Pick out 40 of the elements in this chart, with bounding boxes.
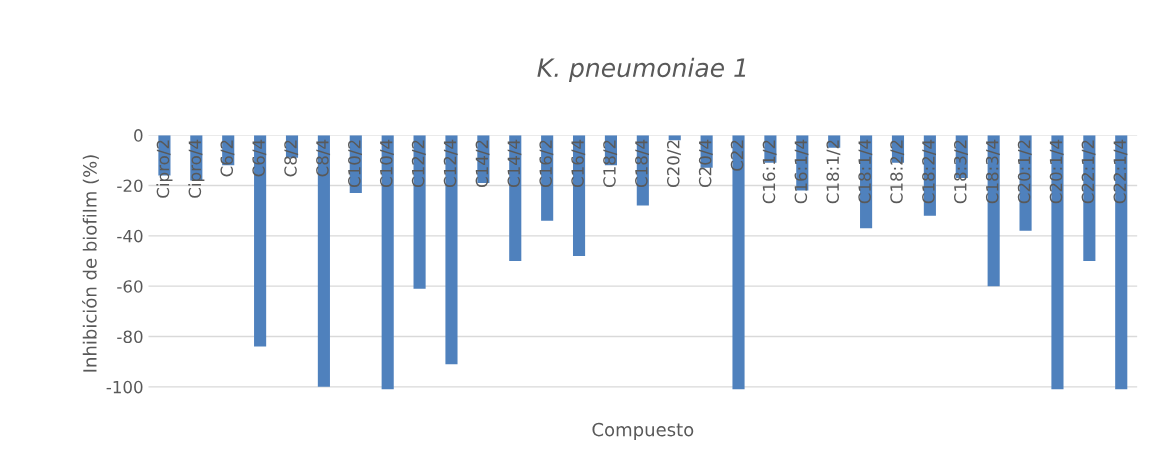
x-tick-label: C22 bbox=[730, 140, 744, 171]
x-tick-label: C18:3/4 bbox=[985, 139, 1000, 204]
x-tick-label: C18/2 bbox=[603, 140, 618, 188]
y-axis-title: Inhibición de biofilm (%) bbox=[82, 155, 99, 372]
x-tick-label: C10/4 bbox=[379, 139, 394, 188]
y-tick-label: -40 bbox=[117, 229, 143, 243]
x-tick-label: C14/2 bbox=[475, 140, 490, 188]
x-tick-label: C20:1/4 bbox=[1049, 139, 1064, 204]
x-tick-label: C6/2 bbox=[220, 140, 235, 177]
x-tick-label: C6/4 bbox=[252, 139, 267, 177]
x-tick-label: C20:1/2 bbox=[1017, 140, 1032, 204]
x-tick-label: C22:1/4 bbox=[1113, 139, 1128, 204]
x-tick-label: Cipro/2 bbox=[156, 140, 173, 198]
x-tick-label: C16/4 bbox=[571, 139, 586, 188]
x-tick-label: C14/4 bbox=[507, 139, 522, 188]
x-tick-label: C16:1/4 bbox=[794, 139, 809, 204]
x-tick-label: C18:3/2 bbox=[954, 140, 968, 204]
x-tick-label: C18:2/4 bbox=[922, 139, 937, 204]
y-tick-label: -100 bbox=[106, 380, 143, 394]
y-tick-label: -60 bbox=[117, 280, 143, 293]
x-tick-label: C20/4 bbox=[698, 139, 713, 188]
x-tick-label: C12/2 bbox=[411, 140, 426, 188]
x-tick-label: C22:1/2 bbox=[1081, 140, 1096, 204]
y-tick-label: 0 bbox=[134, 129, 143, 142]
y-tick-label: -20 bbox=[117, 179, 143, 193]
x-tick-label: C18:2/2 bbox=[890, 140, 905, 204]
y-tick-label: -80 bbox=[117, 330, 143, 344]
x-tick-label: C16:1/2 bbox=[762, 140, 777, 204]
x-axis-title: Compuesto bbox=[592, 422, 694, 440]
x-tick-label: C8/2 bbox=[284, 140, 299, 177]
x-tick-label: C18/4 bbox=[635, 139, 649, 188]
x-tick-label: C10/2 bbox=[348, 140, 362, 188]
x-tick-label: C16/2 bbox=[539, 140, 554, 188]
x-tick-label: C20/2 bbox=[666, 140, 681, 188]
x-tick-label: C8/4 bbox=[316, 139, 331, 177]
chart-title: K. pneumoniae 1 bbox=[537, 57, 746, 83]
x-tick-label: Cipro/4 bbox=[188, 139, 205, 198]
x-tick-label: C12/4 bbox=[443, 139, 458, 188]
x-tick-label: C18:1/2 bbox=[826, 140, 841, 204]
x-tick-label: C18:1/4 bbox=[858, 139, 873, 204]
